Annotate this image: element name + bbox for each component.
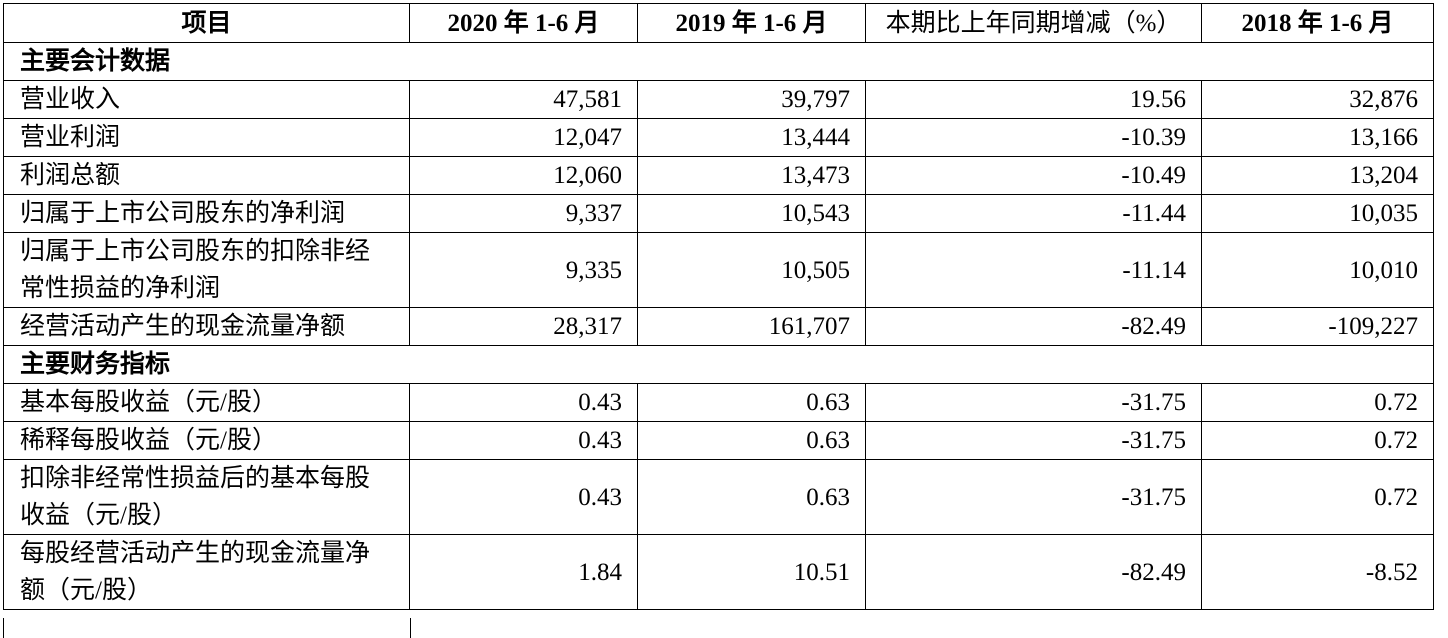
row-label: 稀释每股收益（元/股）	[3, 421, 410, 460]
cell-2019: 10,505	[637, 232, 866, 308]
cell-change: -31.75	[865, 421, 1202, 460]
cell-2020: 47,581	[409, 80, 638, 119]
header-2019: 2019 年 1-6 月	[637, 3, 866, 43]
cell-2018: 0.72	[1201, 383, 1434, 422]
table-header-row: 项目 2020 年 1-6 月 2019 年 1-6 月 本期比上年同期增减（%…	[3, 3, 1434, 43]
cell-2019: 10.51	[637, 534, 866, 610]
cell-2018: 0.72	[1201, 421, 1434, 460]
header-2018: 2018 年 1-6 月	[1201, 3, 1434, 43]
cell-2019: 0.63	[637, 459, 866, 535]
row-label: 基本每股收益（元/股）	[3, 383, 410, 422]
header-change-pct: 本期比上年同期增减（%）	[865, 3, 1202, 43]
cell-2019: 0.63	[637, 383, 866, 422]
cell-2019: 39,797	[637, 80, 866, 119]
table-row: 利润总额 12,060 13,473 -10.49 13,204	[3, 156, 1434, 195]
table-row: 营业收入 47,581 39,797 19.56 32,876	[3, 80, 1434, 119]
table-row: 归属于上市公司股东的净利润 9,337 10,543 -11.44 10,035	[3, 194, 1434, 233]
table-row: 基本每股收益（元/股） 0.43 0.63 -31.75 0.72	[3, 383, 1434, 422]
section-row: 主要财务指标	[3, 345, 1434, 384]
row-label: 经营活动产生的现金流量净额	[3, 307, 410, 346]
cell-2018: 10,010	[1201, 232, 1434, 308]
table-row: 每股经营活动产生的现金流量净额（元/股） 1.84 10.51 -82.49 -…	[3, 534, 1434, 610]
row-label: 利润总额	[3, 156, 410, 195]
cell-2018: 32,876	[1201, 80, 1434, 119]
row-label: 营业收入	[3, 80, 410, 119]
cell-2018: 10,035	[1201, 194, 1434, 233]
row-label: 营业利润	[3, 118, 410, 157]
table-row: 扣除非经常性损益后的基本每股收益（元/股） 0.43 0.63 -31.75 0…	[3, 459, 1434, 535]
next-section-partial-row	[3, 618, 411, 638]
cell-change: -10.49	[865, 156, 1202, 195]
table-row: 归属于上市公司股东的扣除非经常性损益的净利润 9,335 10,505 -11.…	[3, 232, 1434, 308]
cell-2019: 0.63	[637, 421, 866, 460]
section-row: 主要会计数据	[3, 42, 1434, 81]
cell-2020: 12,047	[409, 118, 638, 157]
cell-2019: 13,473	[637, 156, 866, 195]
cell-change: 19.56	[865, 80, 1202, 119]
row-label: 扣除非经常性损益后的基本每股收益（元/股）	[3, 459, 410, 535]
cell-2020: 1.84	[409, 534, 638, 610]
row-label: 归属于上市公司股东的净利润	[3, 194, 410, 233]
cell-2019: 13,444	[637, 118, 866, 157]
cell-2019: 161,707	[637, 307, 866, 346]
cell-2018: 0.72	[1201, 459, 1434, 535]
cell-change: -31.75	[865, 383, 1202, 422]
financial-data-table: 项目 2020 年 1-6 月 2019 年 1-6 月 本期比上年同期增减（%…	[3, 3, 1434, 610]
cell-2018: 13,204	[1201, 156, 1434, 195]
section-title-financial-indicators: 主要财务指标	[3, 345, 1434, 384]
cell-2018: -109,227	[1201, 307, 1434, 346]
cell-2020: 0.43	[409, 459, 638, 535]
cell-change: -11.44	[865, 194, 1202, 233]
row-label: 归属于上市公司股东的扣除非经常性损益的净利润	[3, 232, 410, 308]
cell-2020: 0.43	[409, 421, 638, 460]
header-item: 项目	[3, 3, 410, 43]
cell-2020: 9,335	[409, 232, 638, 308]
cell-change: -11.14	[865, 232, 1202, 308]
cell-2020: 12,060	[409, 156, 638, 195]
cell-change: -31.75	[865, 459, 1202, 535]
table-row: 稀释每股收益（元/股） 0.43 0.63 -31.75 0.72	[3, 421, 1434, 460]
section-title-accounting-data: 主要会计数据	[3, 42, 1434, 81]
cell-2018: -8.52	[1201, 534, 1434, 610]
cell-2020: 9,337	[409, 194, 638, 233]
row-label: 每股经营活动产生的现金流量净额（元/股）	[3, 534, 410, 610]
cell-change: -82.49	[865, 307, 1202, 346]
cell-2020: 0.43	[409, 383, 638, 422]
cell-change: -10.39	[865, 118, 1202, 157]
header-2020: 2020 年 1-6 月	[409, 3, 638, 43]
cell-2018: 13,166	[1201, 118, 1434, 157]
table-row: 经营活动产生的现金流量净额 28,317 161,707 -82.49 -109…	[3, 307, 1434, 346]
cell-2020: 28,317	[409, 307, 638, 346]
table-row: 营业利润 12,047 13,444 -10.39 13,166	[3, 118, 1434, 157]
cell-2019: 10,543	[637, 194, 866, 233]
cell-change: -82.49	[865, 534, 1202, 610]
